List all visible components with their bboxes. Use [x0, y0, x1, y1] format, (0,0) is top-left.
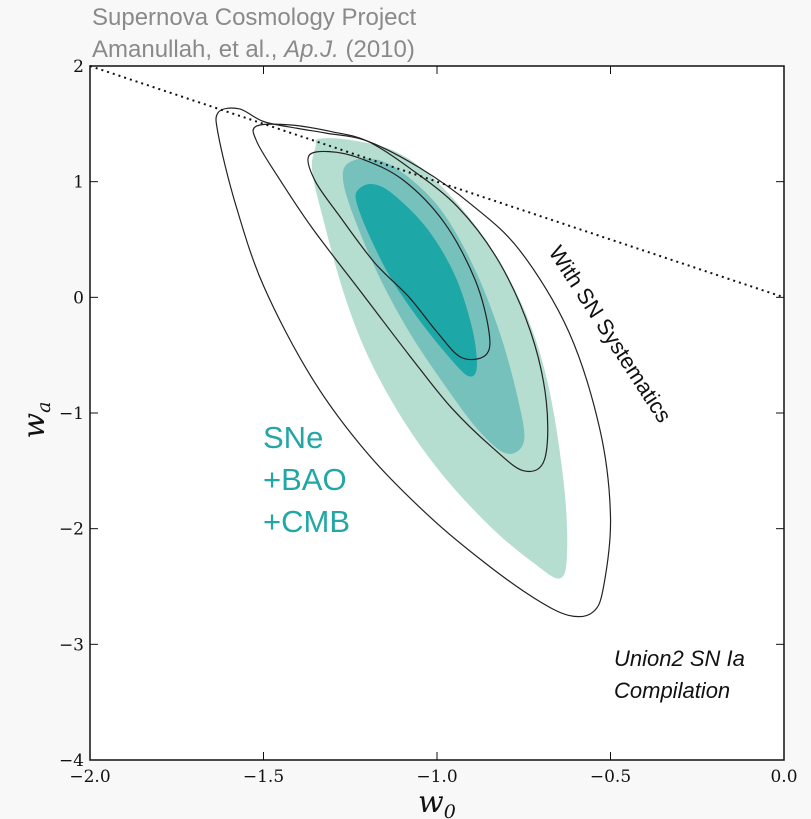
y-tick-label: 1	[73, 173, 84, 193]
systematics-contour-1	[215, 107, 612, 618]
annotation-compilation: Compilation	[614, 678, 730, 703]
x-tick-label: −1.5	[243, 767, 284, 787]
y-axis-label: wa	[17, 401, 55, 438]
credit-line-2: Amanullah, et al., Ap.J. (2010)	[92, 38, 415, 62]
y-tick-label: 0	[73, 288, 84, 308]
y-tick-label: 2	[73, 57, 84, 77]
line-contours	[215, 107, 612, 618]
annotation-union2: Union2 SN Ia	[614, 646, 745, 671]
credit-year: (2010)	[338, 36, 415, 63]
systematics-contour-2	[252, 123, 549, 473]
annotation-bao: +BAO	[263, 462, 347, 497]
y-tick-label: −1	[59, 404, 84, 424]
x-axis-label: w0	[418, 785, 456, 819]
credit-authors: Amanullah, et al.,	[92, 36, 285, 63]
x-tick-label: −2.0	[69, 767, 110, 787]
x-tick-label: 0.0	[770, 767, 797, 787]
annotation-sne: SNe	[263, 420, 323, 455]
x-tick-label: −1.0	[416, 767, 457, 787]
y-tick-label: −4	[59, 751, 84, 771]
y-tick-label: −2	[59, 520, 84, 540]
y-tick-label: −3	[59, 635, 84, 655]
filled-contour-3	[355, 183, 478, 377]
systematics-contour-3	[307, 150, 491, 361]
credit-journal: Ap.J.	[284, 36, 339, 63]
axis-ticks: −2.0 −1.5 −1.0 −0.5 0.0 −4 −3 −2 −1 0 1 2	[59, 57, 798, 787]
x-tick-label: −0.5	[590, 767, 631, 787]
credit-line-1: Supernova Cosmology Project	[92, 4, 417, 31]
filled-contours	[311, 138, 568, 579]
annotation-cmb: +CMB	[263, 504, 350, 539]
dotted-bound-line	[89, 65, 785, 299]
